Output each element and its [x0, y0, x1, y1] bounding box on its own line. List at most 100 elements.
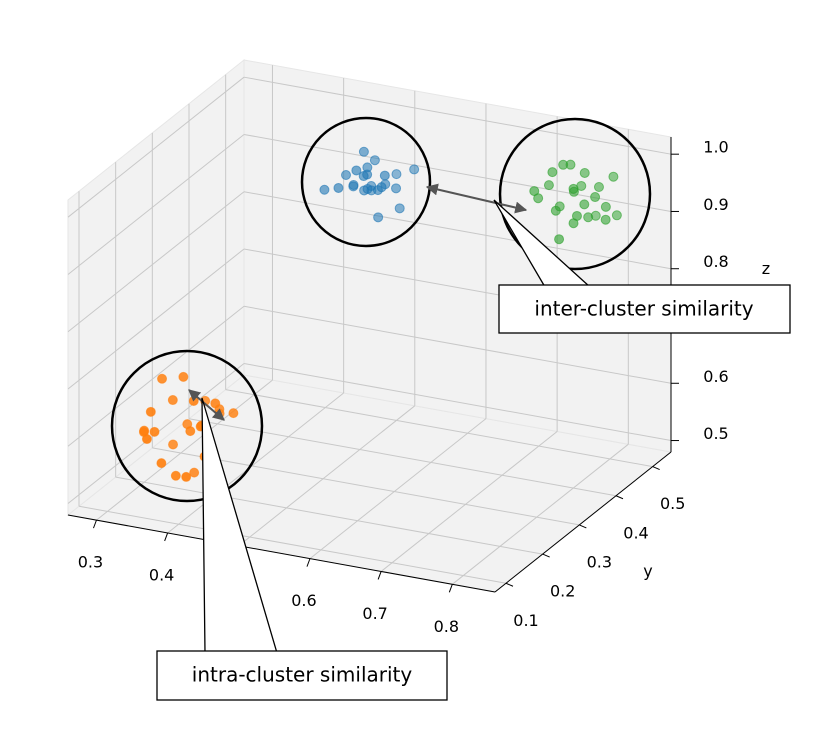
grid-line [152, 447, 580, 526]
point [543, 180, 554, 191]
point [185, 426, 196, 437]
point [554, 234, 565, 245]
point [568, 218, 579, 229]
x-tick-label: 0.8 [434, 617, 459, 636]
point [358, 146, 369, 157]
point [167, 395, 178, 406]
point [568, 183, 579, 194]
tick-mark [542, 553, 550, 558]
annotations: inter-cluster similarity intra-cluster s… [110, 116, 791, 701]
grid-line [115, 476, 543, 555]
point [149, 426, 160, 437]
point [139, 425, 150, 436]
callout-box [498, 284, 791, 334]
grid-line [67, 134, 245, 275]
point [394, 203, 405, 214]
tick-mark [505, 582, 514, 587]
point [348, 181, 359, 192]
tick-mark [652, 466, 660, 471]
point [369, 155, 380, 166]
point [351, 165, 362, 176]
arrow [425, 183, 528, 214]
x-tick-label: 0.4 [149, 565, 174, 584]
grid-line [243, 133, 672, 212]
callout-text: intra-cluster similarity [192, 663, 413, 687]
point [608, 171, 619, 182]
point [189, 467, 200, 478]
point [228, 408, 239, 419]
point [579, 167, 590, 178]
point [373, 212, 384, 223]
point [600, 214, 611, 225]
point [391, 169, 402, 180]
point [391, 183, 402, 194]
tick-mark [164, 532, 169, 542]
point [593, 181, 604, 192]
point [529, 186, 540, 197]
grid-line [67, 191, 245, 333]
point [565, 159, 576, 170]
point [341, 170, 351, 181]
z-axis-label: z [762, 259, 770, 278]
y-tick-label: 0.5 [660, 494, 685, 513]
grid-line [243, 191, 672, 270]
z-tick-label: 0.9 [703, 195, 728, 214]
grid-line [309, 418, 487, 560]
z-tick-label: 1.0 [703, 138, 728, 157]
point [210, 398, 221, 409]
y-tick-label: 0.3 [587, 552, 612, 571]
point [358, 171, 369, 182]
grid-line [225, 389, 653, 468]
tick-mark [579, 524, 587, 529]
grid-line [380, 431, 558, 572]
tick-mark [615, 495, 624, 500]
tick-mark [377, 571, 382, 580]
grid-line [243, 305, 672, 384]
y-axis [494, 451, 672, 593]
cluster-circle [110, 349, 264, 503]
point [333, 182, 344, 193]
point [319, 184, 330, 195]
y-tick-label: 0.2 [550, 582, 575, 601]
x-tick-label: 0.3 [78, 553, 103, 572]
point [547, 167, 558, 178]
point [583, 212, 594, 223]
tick-mark [92, 519, 97, 529]
y-tick-label: 0.4 [623, 523, 648, 542]
point [362, 183, 373, 194]
point [170, 470, 181, 481]
point [181, 471, 192, 482]
point [178, 371, 189, 382]
callout-box [156, 650, 448, 701]
point [168, 439, 179, 450]
grid-line [67, 305, 245, 447]
point [141, 434, 152, 445]
point [376, 182, 387, 193]
point [145, 406, 156, 417]
point [590, 192, 601, 203]
point [611, 210, 622, 221]
point [379, 170, 390, 181]
grid-line [67, 76, 245, 218]
z-tick-label: 0.5 [703, 424, 728, 443]
x-tick-label: 0.7 [362, 604, 387, 623]
x-axis [67, 514, 496, 593]
cluster-circle [300, 116, 432, 248]
y-axis-label: y [643, 562, 652, 581]
grid-line [167, 392, 344, 534]
tick-mark [448, 584, 453, 593]
tick-mark [306, 558, 311, 567]
grid-line [67, 248, 245, 390]
grid-line [243, 76, 672, 155]
point [554, 201, 565, 212]
point [409, 164, 420, 175]
arrow [188, 389, 225, 421]
grid-line [78, 505, 507, 584]
point [362, 162, 373, 173]
grid-line [96, 379, 273, 521]
point [157, 373, 168, 384]
grid-line [451, 443, 629, 585]
grid-line [238, 405, 416, 547]
grid-line [243, 363, 672, 442]
